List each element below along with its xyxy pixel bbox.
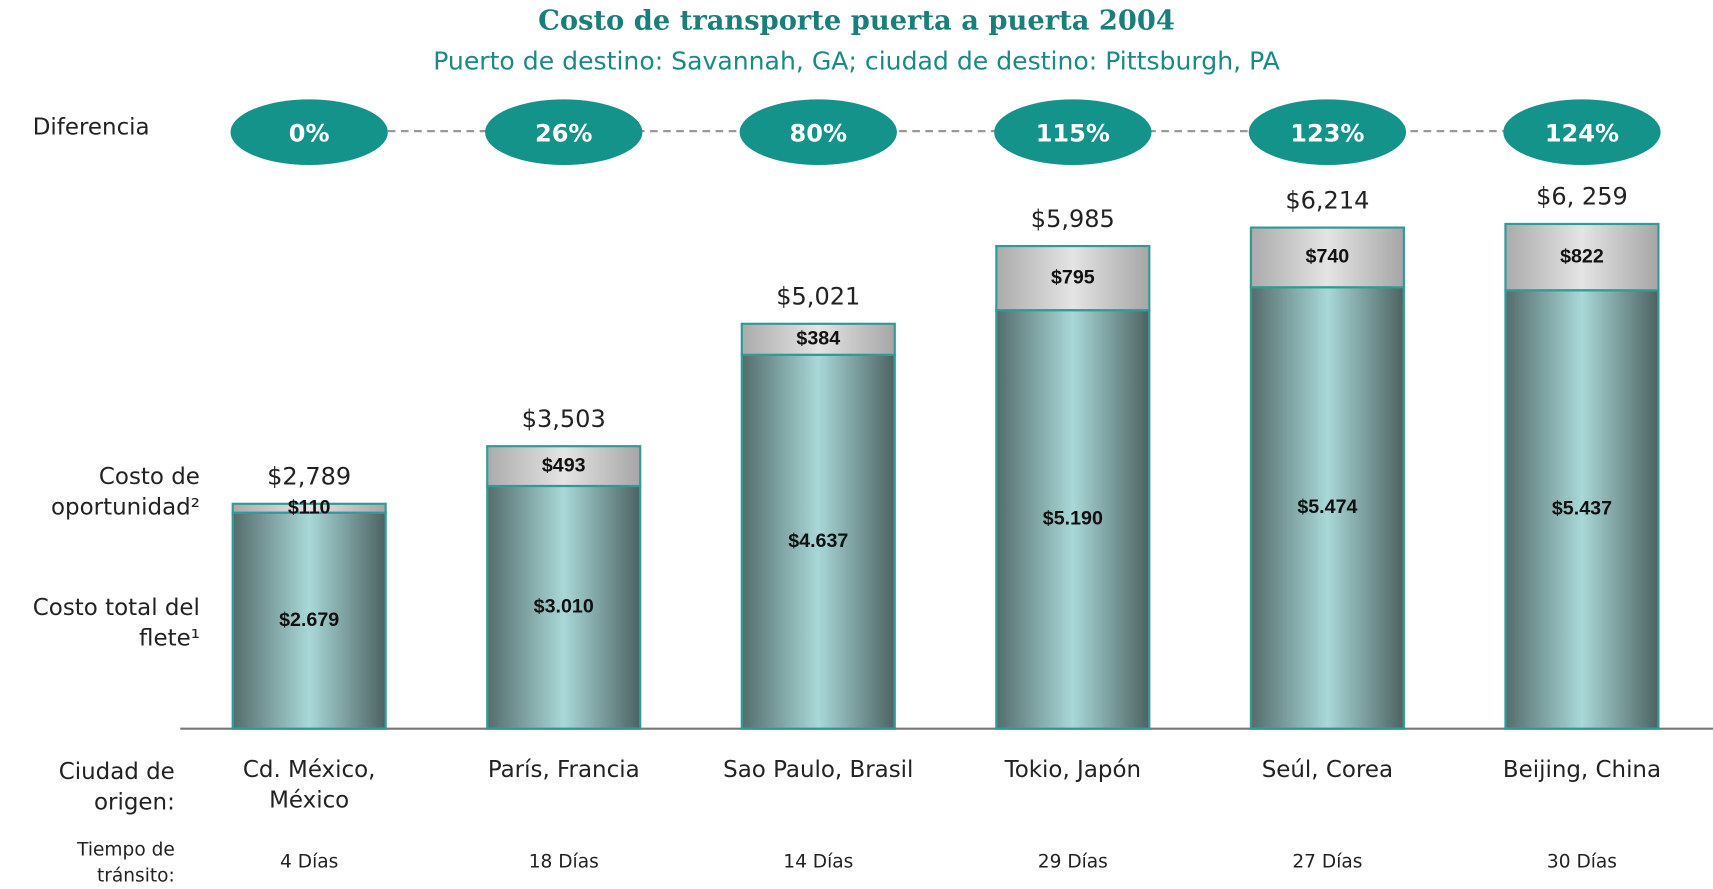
segment-label: $795 — [1051, 266, 1095, 288]
segment-label: $4.637 — [788, 530, 848, 552]
bar-shading — [488, 447, 640, 485]
difference-value: 0% — [289, 119, 330, 147]
total-label: $2,789 — [267, 463, 351, 491]
bar-shading — [233, 513, 385, 728]
total-label: $5,985 — [1031, 205, 1115, 233]
transit-value: 29 Días — [1037, 851, 1108, 873]
bar-shading — [1506, 291, 1658, 728]
difference-value: 115% — [1036, 119, 1110, 147]
category-label: París, Francia — [487, 756, 640, 783]
segment-label: $493 — [542, 454, 586, 476]
x-axis-label: Ciudad de origen: — [58, 758, 175, 816]
difference-value: 124% — [1545, 119, 1619, 147]
transit-label: Tiempo de tránsito: — [77, 839, 175, 888]
bar-shading — [1252, 228, 1403, 287]
difference-bubble — [994, 99, 1152, 165]
difference-bubble — [230, 99, 388, 165]
chart-title: Costo de transporte puerta a puerta 2004 — [538, 4, 1175, 36]
chart-subtitle: Puerto de destino: Savannah, GA; ciudad … — [433, 46, 1280, 75]
segment-label: $110 — [288, 496, 331, 518]
segment-label: $822 — [1560, 245, 1604, 267]
difference-value: 26% — [535, 119, 592, 147]
segment-label: $2.679 — [279, 609, 339, 631]
total-label: $6, 259 — [1536, 183, 1628, 211]
category-label: Seúl, Corea — [1261, 756, 1394, 783]
segment-label: $5.437 — [1552, 498, 1612, 520]
difference-bubble — [739, 99, 897, 165]
total-label: $6,214 — [1285, 186, 1369, 214]
category-label: Beijing, China — [1502, 756, 1662, 783]
segment-label: $5.190 — [1043, 508, 1103, 530]
bar-shading — [233, 504, 385, 512]
segment-label: $384 — [796, 327, 840, 349]
segment-label: $740 — [1306, 246, 1350, 268]
segment-label: $5.474 — [1297, 496, 1357, 518]
difference-value: 123% — [1290, 119, 1364, 147]
difference-bubble — [1248, 99, 1407, 165]
legend-entry: Costo total del flete¹ — [32, 594, 200, 652]
transit-value: 4 Días — [280, 851, 339, 873]
transit-value: 30 Días — [1546, 851, 1617, 873]
segment-label: $3.010 — [534, 596, 594, 618]
total-label: $3,503 — [522, 405, 606, 433]
bar-shading — [997, 247, 1149, 310]
difference-bubble — [1503, 99, 1661, 165]
bar-shading — [1506, 225, 1658, 290]
bar-shading — [742, 324, 894, 354]
category-label: Cd. México, México — [242, 756, 376, 813]
difference-bubble — [485, 99, 643, 165]
bar-shading — [997, 311, 1149, 728]
transit-value: 27 Días — [1292, 851, 1363, 873]
category-label: Sao Paulo, Brasil — [723, 756, 914, 783]
bar-shading — [1252, 288, 1403, 728]
total-label: $5,021 — [776, 283, 860, 311]
transit-value: 14 Días — [783, 851, 854, 873]
transit-value: 18 Días — [528, 851, 599, 873]
bar-shading — [488, 487, 640, 728]
category-label: Tokio, Japón — [1004, 756, 1142, 783]
legend-entry: Costo de oportunidad² — [51, 463, 200, 521]
bar-shading — [742, 355, 894, 728]
difference-value: 80% — [790, 119, 847, 147]
difference-label: Diferencia — [33, 114, 150, 140]
